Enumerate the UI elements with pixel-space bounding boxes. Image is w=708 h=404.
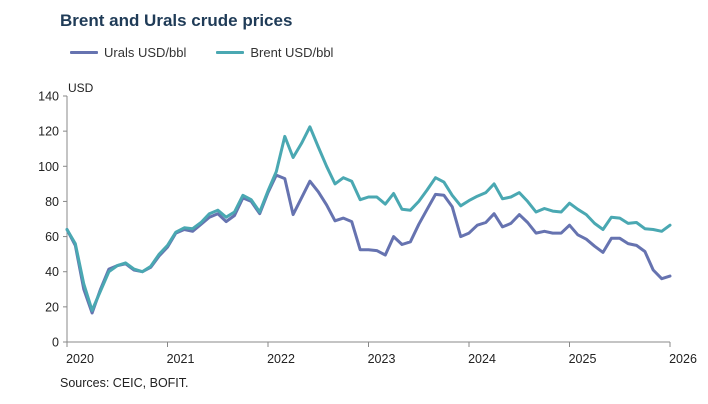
x-tick-label: 2024 [468,352,496,366]
legend-swatch-urals [70,51,98,54]
legend: Urals USD/bbl Brent USD/bbl [70,45,333,60]
x-tick-label: 2023 [368,352,396,366]
series-line-brent [65,125,672,312]
y-tick-label: 40 [45,265,59,279]
x-tick-label: 2020 [66,352,94,366]
legend-swatch-brent [216,51,245,54]
legend-label-brent: Brent USD/bbl [250,45,334,60]
y-tick-label: 140 [38,90,59,104]
x-tick-label: 2022 [267,352,295,366]
chart-title: Brent and Urals crude prices [60,11,293,30]
y-tick-label: 0 [52,336,59,350]
chart-series [65,125,672,315]
x-tick-label: 2026 [669,352,697,366]
y-tick-label: 80 [45,195,59,209]
legend-label-urals: Urals USD/bbl [104,45,187,60]
y-tick-label: 20 [45,300,59,314]
legend-item-brent: Brent USD/bbl [216,45,333,60]
x-tick-label: 2025 [569,352,597,366]
chart-axes: 0 20 40 60 80 100 120 140 USD 2020 2021 2022 2023 202… [38,81,697,366]
y-tick-label: 100 [38,160,59,174]
legend-item-urals: Urals USD/bbl [70,45,186,60]
y-tick-label: 60 [45,230,59,244]
x-tick-label: 2021 [167,352,195,366]
y-axis-unit-label: USD [68,81,94,95]
y-tick-label: 120 [38,125,59,139]
source-note: Sources: CEIC, BOFIT. [60,376,189,390]
